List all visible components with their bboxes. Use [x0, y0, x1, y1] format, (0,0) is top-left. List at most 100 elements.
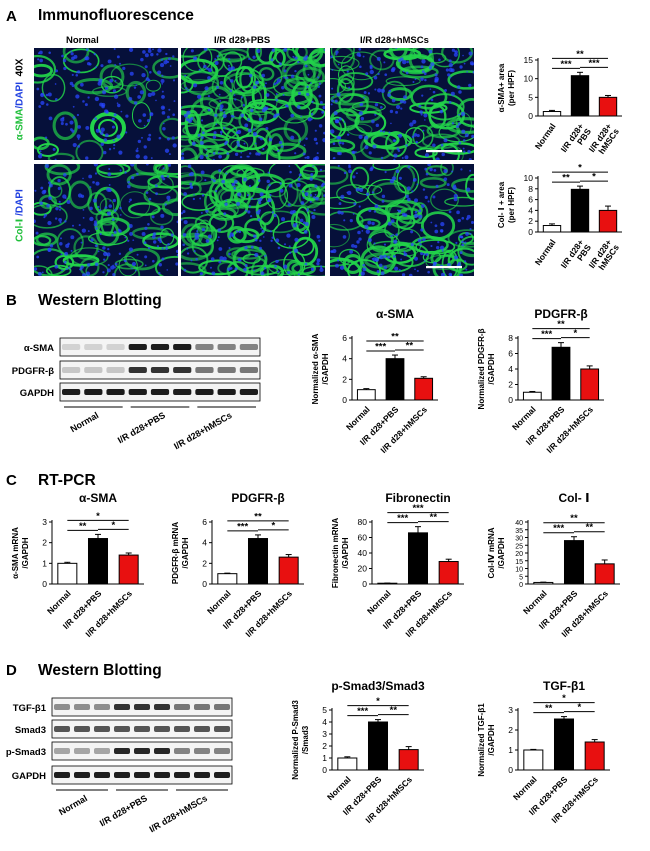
- nucleus-dot: [417, 238, 422, 243]
- nucleus-dot: [162, 177, 166, 181]
- nucleus-dot: [199, 154, 204, 160]
- nucleus-dot: [400, 107, 403, 110]
- nucleus-dot: [131, 261, 137, 267]
- nucleus-dot: [164, 203, 167, 206]
- fluorescence-structure: [34, 63, 54, 78]
- nucleus-dot: [358, 205, 361, 208]
- nucleus-dot: [128, 96, 133, 101]
- nucleus-dot: [275, 93, 278, 96]
- nucleus-dot: [449, 274, 453, 276]
- nucleus-dot: [48, 181, 51, 185]
- nucleus-dot: [176, 253, 178, 257]
- nucleus-dot: [289, 210, 294, 215]
- nucleus-dot: [364, 135, 369, 140]
- nucleus-dot: [218, 154, 222, 159]
- significance-label: ***: [553, 523, 564, 534]
- nucleus-dot: [129, 71, 134, 76]
- nucleus-dot: [320, 265, 323, 268]
- nucleus-dot: [247, 210, 251, 214]
- nucleus-dot: [469, 232, 472, 235]
- nucleus-dot: [189, 185, 194, 189]
- nucleus-dot: [246, 194, 250, 197]
- nucleus-dot: [277, 149, 280, 153]
- nucleus-dot: [229, 79, 234, 83]
- bar: [598, 209, 618, 233]
- nucleus-dot: [378, 206, 381, 209]
- nucleus-dot: [157, 237, 162, 242]
- fluorescence-structure: [387, 87, 413, 102]
- nucleus-dot: [106, 268, 111, 273]
- nucleus-dot: [448, 62, 453, 68]
- nucleus-dot: [383, 243, 387, 246]
- nucleus-dot: [387, 255, 391, 259]
- nucleus-dot: [111, 125, 115, 129]
- nucleus-dot: [352, 175, 356, 179]
- nucleus-dot: [142, 50, 146, 54]
- nucleus-dot: [303, 144, 306, 147]
- y-tick-label: 0: [508, 765, 513, 775]
- nucleus-dot: [243, 142, 246, 145]
- vessel-structure: [90, 112, 126, 144]
- nucleus-dot: [114, 79, 117, 82]
- nucleus-dot: [239, 155, 243, 159]
- x-tick-label: Normal: [533, 237, 558, 267]
- nucleus-dot: [448, 59, 452, 63]
- nucleus-dot: [161, 95, 165, 99]
- blot-band: [128, 367, 147, 373]
- fluorescence-structure: [96, 164, 131, 175]
- blot-row-label: TGF-β1: [13, 703, 47, 714]
- bar: [407, 532, 429, 585]
- nucleus-dot: [294, 237, 299, 242]
- nucleus-dot: [290, 135, 295, 140]
- nucleus-dot: [392, 233, 395, 236]
- fluorescence-structure: [181, 262, 207, 276]
- nucleus-dot: [275, 81, 279, 85]
- nucleus-dot: [300, 115, 303, 118]
- nucleus-dot: [47, 220, 52, 226]
- fluorescence-structure: [360, 134, 395, 160]
- nucleus-dot: [37, 58, 40, 61]
- magnification-label: 40X: [14, 58, 26, 77]
- nucleus-dot: [149, 71, 152, 74]
- nucleus-dot: [45, 93, 49, 97]
- nucleus-dot: [204, 86, 209, 91]
- nucleus-dot: [218, 247, 223, 251]
- significance-label: *: [271, 520, 275, 531]
- nucleus-dot: [222, 256, 227, 261]
- nucleus-dot: [125, 114, 129, 118]
- dapi-label: DAPI: [14, 189, 26, 214]
- nucleus-dot: [440, 221, 445, 227]
- nucleus-dot: [414, 268, 416, 271]
- nucleus-dot: [65, 243, 70, 248]
- nucleus-dot: [46, 203, 50, 208]
- bar-chart-d2: TGF-β1 0 1 2 3 Normalized TGF-β1/GAPDH Normal I…: [460, 679, 640, 849]
- y-tick-label: 8: [508, 333, 513, 343]
- nucleus-dot: [187, 118, 193, 123]
- nucleus-dot: [223, 142, 227, 146]
- nucleus-dot: [393, 239, 398, 244]
- nucleus-dot: [395, 48, 398, 50]
- nucleus-dot: [443, 169, 448, 174]
- y-axis-label-line: (per HPF): [507, 187, 516, 223]
- chart-title: PDGFR-β: [231, 491, 284, 505]
- nucleus-dot: [260, 227, 263, 230]
- nucleus-dot: [92, 198, 97, 203]
- y-tick-label: 6: [528, 195, 533, 205]
- nucleus-dot: [64, 220, 67, 223]
- fluorescence-structure: [181, 110, 192, 126]
- blot-band: [239, 389, 258, 395]
- blot-band: [84, 389, 103, 395]
- nucleus-dot: [92, 180, 95, 184]
- significance-label: *: [111, 520, 115, 531]
- y-tick-label: 1: [508, 745, 513, 755]
- nucleus-dot: [141, 232, 146, 236]
- nucleus-dot: [343, 219, 346, 222]
- significance-label: **: [390, 705, 398, 716]
- nucleus-dot: [317, 76, 320, 79]
- nucleus-dot: [413, 213, 419, 219]
- nucleus-dot: [458, 113, 460, 116]
- nucleus-dot: [338, 151, 342, 156]
- nucleus-dot: [166, 115, 170, 119]
- nucleus-dot: [332, 142, 336, 146]
- nucleus-dot: [421, 94, 424, 97]
